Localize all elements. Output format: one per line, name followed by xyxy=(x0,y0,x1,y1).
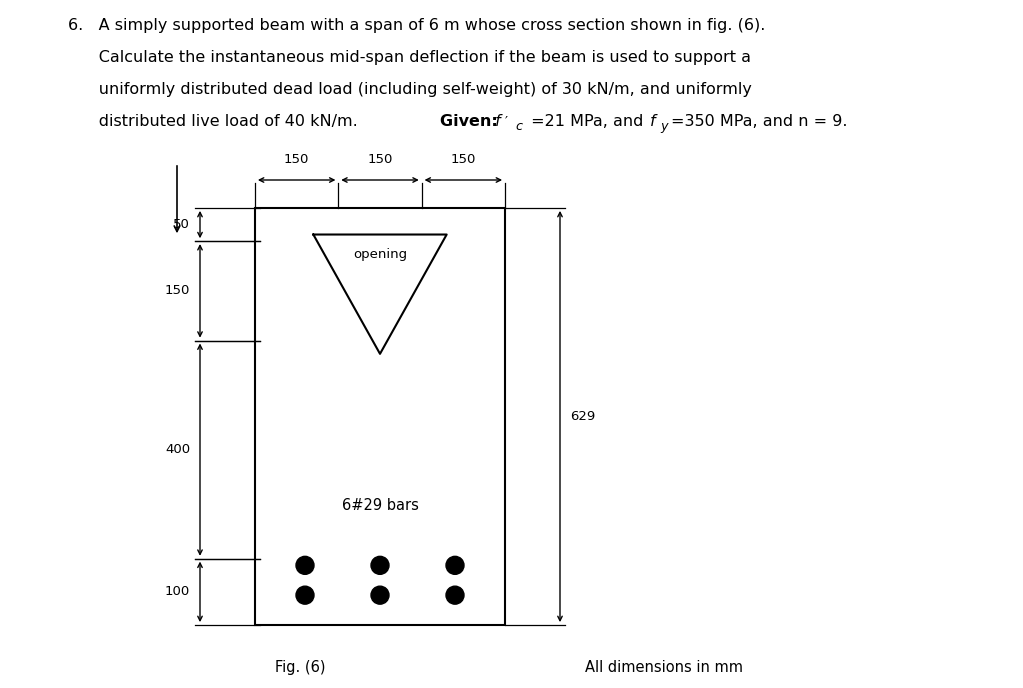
Text: =350 MPa, and n = 9.: =350 MPa, and n = 9. xyxy=(671,114,847,129)
Text: 400: 400 xyxy=(165,443,190,456)
Text: Calculate the instantaneous mid-span deflection if the beam is used to support a: Calculate the instantaneous mid-span def… xyxy=(68,50,751,65)
Circle shape xyxy=(296,557,314,574)
Circle shape xyxy=(446,586,464,604)
Text: =21 MPa, and: =21 MPa, and xyxy=(526,114,649,129)
Circle shape xyxy=(371,557,389,574)
Text: y: y xyxy=(660,120,667,133)
Text: 6#29 bars: 6#29 bars xyxy=(342,498,418,513)
Circle shape xyxy=(446,557,464,574)
Text: f: f xyxy=(495,114,500,129)
Text: Given:: Given: xyxy=(440,114,503,129)
Text: ′: ′ xyxy=(505,114,508,128)
Text: 629: 629 xyxy=(570,410,595,423)
Text: f: f xyxy=(650,114,656,129)
Text: 50: 50 xyxy=(173,218,190,231)
Circle shape xyxy=(371,586,389,604)
Bar xyxy=(255,208,505,625)
Text: 150: 150 xyxy=(165,284,190,297)
Text: uniformly distributed dead load (including self-weight) of 30 kN/m, and uniforml: uniformly distributed dead load (includi… xyxy=(68,82,752,97)
Text: 150: 150 xyxy=(451,153,476,166)
Text: 150: 150 xyxy=(367,153,393,166)
Text: Fig. (6): Fig. (6) xyxy=(275,660,325,675)
Text: 150: 150 xyxy=(284,153,309,166)
Text: distributed live load of 40 kN/m.: distributed live load of 40 kN/m. xyxy=(68,114,363,129)
Text: opening: opening xyxy=(353,248,407,261)
Text: 100: 100 xyxy=(165,585,190,599)
Circle shape xyxy=(296,586,314,604)
Text: All dimensions in mm: All dimensions in mm xyxy=(585,660,743,675)
Text: c: c xyxy=(515,120,522,133)
Text: 6.   A simply supported beam with a span of 6 m whose cross section shown in fig: 6. A simply supported beam with a span o… xyxy=(68,18,765,33)
